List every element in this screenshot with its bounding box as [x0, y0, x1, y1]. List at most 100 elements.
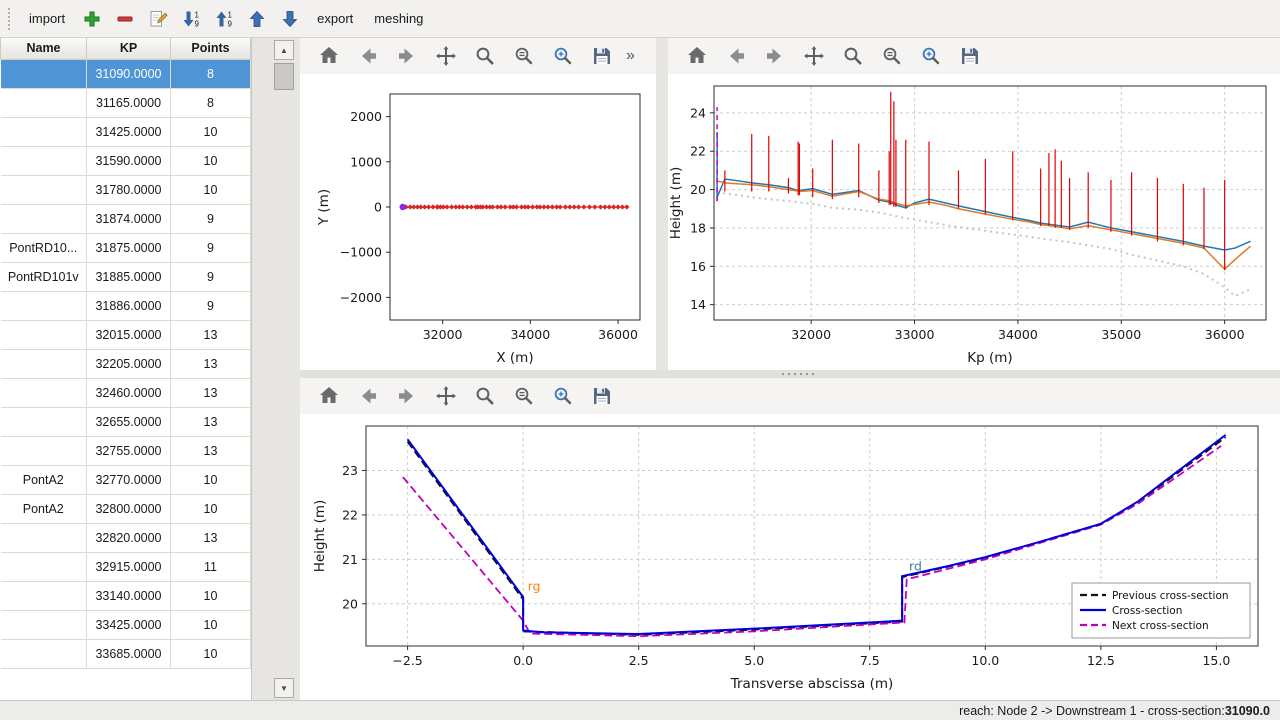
cell-kp[interactable]: 31874.0000 — [86, 204, 171, 234]
cell-kp[interactable]: 33685.0000 — [86, 639, 171, 669]
cell-kp[interactable]: 31780.0000 — [86, 175, 171, 205]
cell-kp[interactable]: 32820.0000 — [86, 523, 171, 553]
cell-name[interactable] — [0, 59, 87, 89]
save-button[interactable] — [953, 41, 987, 71]
back-button[interactable] — [719, 41, 753, 71]
home-button[interactable] — [312, 41, 346, 71]
back-button[interactable] — [351, 41, 385, 71]
cell-points[interactable]: 9 — [170, 233, 251, 263]
save-button[interactable] — [585, 381, 619, 411]
cell-kp[interactable]: 32015.0000 — [86, 320, 171, 350]
cell-points[interactable]: 8 — [170, 59, 251, 89]
cell-kp[interactable]: 32655.0000 — [86, 407, 171, 437]
zoom-button[interactable] — [836, 41, 870, 71]
cell-name[interactable] — [0, 436, 87, 466]
edit-section-button[interactable] — [143, 6, 173, 32]
column-header-name[interactable]: Name — [0, 38, 87, 60]
horizontal-splitter[interactable] — [300, 370, 1280, 378]
cross-section-canvas[interactable]: −2.5 0.0 2.5 5.0 7.5 10.0 12.5 15.0 20 21 22 23 Tran… — [300, 414, 1280, 700]
cell-name[interactable] — [0, 175, 87, 205]
scrollbar-up-button[interactable]: ▲ — [274, 40, 294, 60]
cell-name[interactable] — [0, 291, 87, 321]
forward-button[interactable] — [390, 41, 424, 71]
toolbar-drag-handle[interactable] — [8, 7, 14, 30]
cell-kp[interactable]: 31425.0000 — [86, 117, 171, 147]
cell-points[interactable]: 13 — [170, 523, 251, 553]
subplots-button[interactable] — [507, 381, 541, 411]
plan-view-canvas[interactable]: 32000 34000 36000 −2000 −1000 0 1000 2000 X (m) Y… — [300, 74, 656, 370]
table-row[interactable]: 32755.0000 13 — [0, 436, 251, 466]
column-header-points[interactable]: Points — [170, 38, 251, 60]
cell-kp[interactable]: 32915.0000 — [86, 552, 171, 582]
cell-name[interactable] — [0, 552, 87, 582]
splitter-handle-dots[interactable] — [780, 372, 818, 376]
edit-parameters-button[interactable] — [546, 381, 580, 411]
cell-points[interactable]: 13 — [170, 407, 251, 437]
table-row[interactable]: 31165.0000 8 — [0, 88, 251, 118]
cell-points[interactable]: 13 — [170, 436, 251, 466]
cell-points[interactable]: 10 — [170, 494, 251, 524]
cell-points[interactable]: 11 — [170, 552, 251, 582]
subplots-button[interactable] — [507, 41, 541, 71]
table-row[interactable]: 33140.0000 10 — [0, 581, 251, 611]
pan-button[interactable] — [429, 41, 463, 71]
zoom-button[interactable] — [468, 381, 502, 411]
cell-name[interactable]: PontA2 — [0, 494, 87, 524]
column-header-kp[interactable]: KP — [86, 38, 171, 60]
cell-points[interactable]: 9 — [170, 262, 251, 292]
table-row[interactable]: 33685.0000 10 — [0, 639, 251, 669]
plan-chart[interactable]: 32000 34000 36000 −2000 −1000 0 1000 2000 X (m) Y… — [300, 74, 656, 370]
cell-points[interactable]: 9 — [170, 204, 251, 234]
meshing-button[interactable]: meshing — [365, 6, 432, 31]
cell-name[interactable]: PontRD101v — [0, 262, 87, 292]
table-row[interactable]: 31090.0000 8 — [0, 59, 251, 89]
cell-kp[interactable]: 31886.0000 — [86, 291, 171, 321]
table-row[interactable]: 33425.0000 10 — [0, 610, 251, 640]
cell-points[interactable]: 10 — [170, 117, 251, 147]
home-button[interactable] — [312, 381, 346, 411]
cell-kp[interactable]: 32800.0000 — [86, 494, 171, 524]
scrollbar-down-button[interactable]: ▼ — [274, 678, 294, 698]
edit-parameters-button[interactable] — [546, 41, 580, 71]
cell-points[interactable]: 13 — [170, 320, 251, 350]
cell-kp[interactable]: 32460.0000 — [86, 378, 171, 408]
cell-kp[interactable]: 31090.0000 — [86, 59, 171, 89]
edit-parameters-button[interactable] — [914, 41, 948, 71]
longitudinal-profile-canvas[interactable]: 32000 33000 34000 35000 36000 14 16 18 20 22 24 Kp … — [668, 74, 1280, 370]
cell-kp[interactable]: 31875.0000 — [86, 233, 171, 263]
table-row[interactable]: PontA2 32770.0000 10 — [0, 465, 251, 495]
table-row[interactable]: 31886.0000 9 — [0, 291, 251, 321]
cell-name[interactable] — [0, 610, 87, 640]
cell-name[interactable] — [0, 581, 87, 611]
table-scrollbar[interactable]: ▲ ▼ — [274, 40, 294, 698]
cell-points[interactable]: 10 — [170, 175, 251, 205]
cell-name[interactable]: PontA2 — [0, 465, 87, 495]
cell-kp[interactable]: 31165.0000 — [86, 88, 171, 118]
table-row[interactable]: 32915.0000 11 — [0, 552, 251, 582]
table-row[interactable]: 32205.0000 13 — [0, 349, 251, 379]
table-row[interactable]: 32655.0000 13 — [0, 407, 251, 437]
home-button[interactable] — [680, 41, 714, 71]
move-down-button[interactable] — [275, 6, 305, 32]
cell-name[interactable] — [0, 320, 87, 350]
zoom-button[interactable] — [468, 41, 502, 71]
cell-points[interactable]: 10 — [170, 581, 251, 611]
cell-name[interactable] — [0, 349, 87, 379]
cell-kp[interactable]: 33140.0000 — [86, 581, 171, 611]
cross-section-chart[interactable]: −2.5 0.0 2.5 5.0 7.5 10.0 12.5 15.0 20 21 22 23 Tran… — [300, 414, 1280, 700]
save-button[interactable] — [585, 41, 619, 71]
table-row[interactable]: 31874.0000 9 — [0, 204, 251, 234]
cell-points[interactable]: 10 — [170, 146, 251, 176]
cell-name[interactable] — [0, 204, 87, 234]
table-row[interactable]: 32015.0000 13 — [0, 320, 251, 350]
table-row[interactable]: 31780.0000 10 — [0, 175, 251, 205]
cell-name[interactable] — [0, 407, 87, 437]
cell-name[interactable] — [0, 378, 87, 408]
cell-points[interactable]: 13 — [170, 378, 251, 408]
pan-button[interactable] — [797, 41, 831, 71]
cell-points[interactable]: 9 — [170, 291, 251, 321]
back-button[interactable] — [351, 381, 385, 411]
table-row[interactable]: PontRD101v 31885.0000 9 — [0, 262, 251, 292]
